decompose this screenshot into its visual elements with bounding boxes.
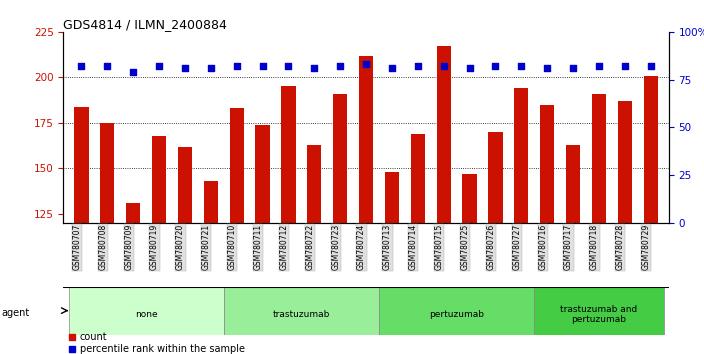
Bar — [514, 88, 529, 354]
Bar — [385, 172, 399, 354]
Text: GSM780719: GSM780719 — [150, 224, 159, 270]
Point — [180, 65, 191, 71]
Point — [438, 63, 449, 69]
Point — [593, 63, 605, 69]
Text: GSM780720: GSM780720 — [176, 224, 185, 270]
Bar — [489, 132, 503, 354]
Bar — [75, 107, 89, 354]
Text: pertuzumab: pertuzumab — [429, 310, 484, 319]
FancyBboxPatch shape — [379, 287, 534, 335]
Point — [413, 63, 424, 69]
Bar — [566, 145, 580, 354]
Text: GSM780709: GSM780709 — [124, 224, 133, 270]
Bar — [359, 56, 373, 354]
Bar — [643, 75, 658, 354]
Point — [101, 63, 113, 69]
Legend: count, percentile rank within the sample: count, percentile rank within the sample — [68, 332, 245, 354]
Bar — [203, 181, 218, 354]
Point — [567, 65, 579, 71]
Text: GSM780726: GSM780726 — [486, 224, 496, 270]
Bar — [592, 94, 606, 354]
Text: GSM780711: GSM780711 — [253, 224, 263, 270]
Point — [334, 63, 346, 69]
Text: none: none — [135, 310, 158, 319]
Bar — [282, 86, 296, 354]
Point — [205, 65, 216, 71]
Bar — [126, 203, 140, 354]
FancyBboxPatch shape — [534, 287, 664, 335]
Point — [76, 63, 87, 69]
Point — [283, 63, 294, 69]
Point — [620, 63, 631, 69]
Bar — [100, 123, 115, 354]
Point — [516, 63, 527, 69]
Bar — [178, 147, 192, 354]
Text: GSM780710: GSM780710 — [227, 224, 237, 270]
Point — [257, 63, 268, 69]
Bar — [230, 108, 244, 354]
Point — [386, 65, 398, 71]
Point — [231, 63, 242, 69]
Text: GSM780725: GSM780725 — [460, 224, 470, 270]
FancyBboxPatch shape — [68, 287, 224, 335]
Text: GSM780716: GSM780716 — [538, 224, 547, 270]
Text: GSM780707: GSM780707 — [73, 224, 82, 270]
Point — [153, 63, 165, 69]
Bar — [617, 101, 632, 354]
Text: GSM780717: GSM780717 — [564, 224, 573, 270]
Bar — [152, 136, 166, 354]
Point — [464, 65, 475, 71]
Text: agent: agent — [1, 308, 30, 318]
Point — [490, 63, 501, 69]
Bar — [463, 174, 477, 354]
Text: trastuzumab: trastuzumab — [272, 310, 330, 319]
Bar — [410, 134, 425, 354]
Text: GSM780722: GSM780722 — [306, 224, 314, 270]
Bar — [256, 125, 270, 354]
Text: GSM780712: GSM780712 — [279, 224, 289, 270]
Point — [360, 62, 372, 67]
Bar — [436, 46, 451, 354]
Point — [541, 65, 553, 71]
Text: GSM780729: GSM780729 — [641, 224, 650, 270]
Point — [645, 63, 656, 69]
Point — [127, 69, 139, 75]
Bar — [333, 94, 347, 354]
Text: GSM780714: GSM780714 — [409, 224, 418, 270]
Text: GSM780728: GSM780728 — [616, 224, 625, 270]
Bar — [307, 145, 322, 354]
Text: GSM780724: GSM780724 — [357, 224, 366, 270]
Text: GDS4814 / ILMN_2400884: GDS4814 / ILMN_2400884 — [63, 18, 227, 31]
FancyBboxPatch shape — [224, 287, 379, 335]
Text: GSM780715: GSM780715 — [434, 224, 444, 270]
Text: GSM780721: GSM780721 — [202, 224, 210, 270]
Bar — [540, 105, 554, 354]
Text: GSM780713: GSM780713 — [383, 224, 392, 270]
Text: GSM780708: GSM780708 — [99, 224, 107, 270]
Text: GSM780718: GSM780718 — [590, 224, 599, 270]
Text: GSM780727: GSM780727 — [513, 224, 522, 270]
Point — [308, 65, 320, 71]
Text: trastuzumab and
pertuzumab: trastuzumab and pertuzumab — [560, 305, 638, 324]
Text: GSM780723: GSM780723 — [331, 224, 340, 270]
